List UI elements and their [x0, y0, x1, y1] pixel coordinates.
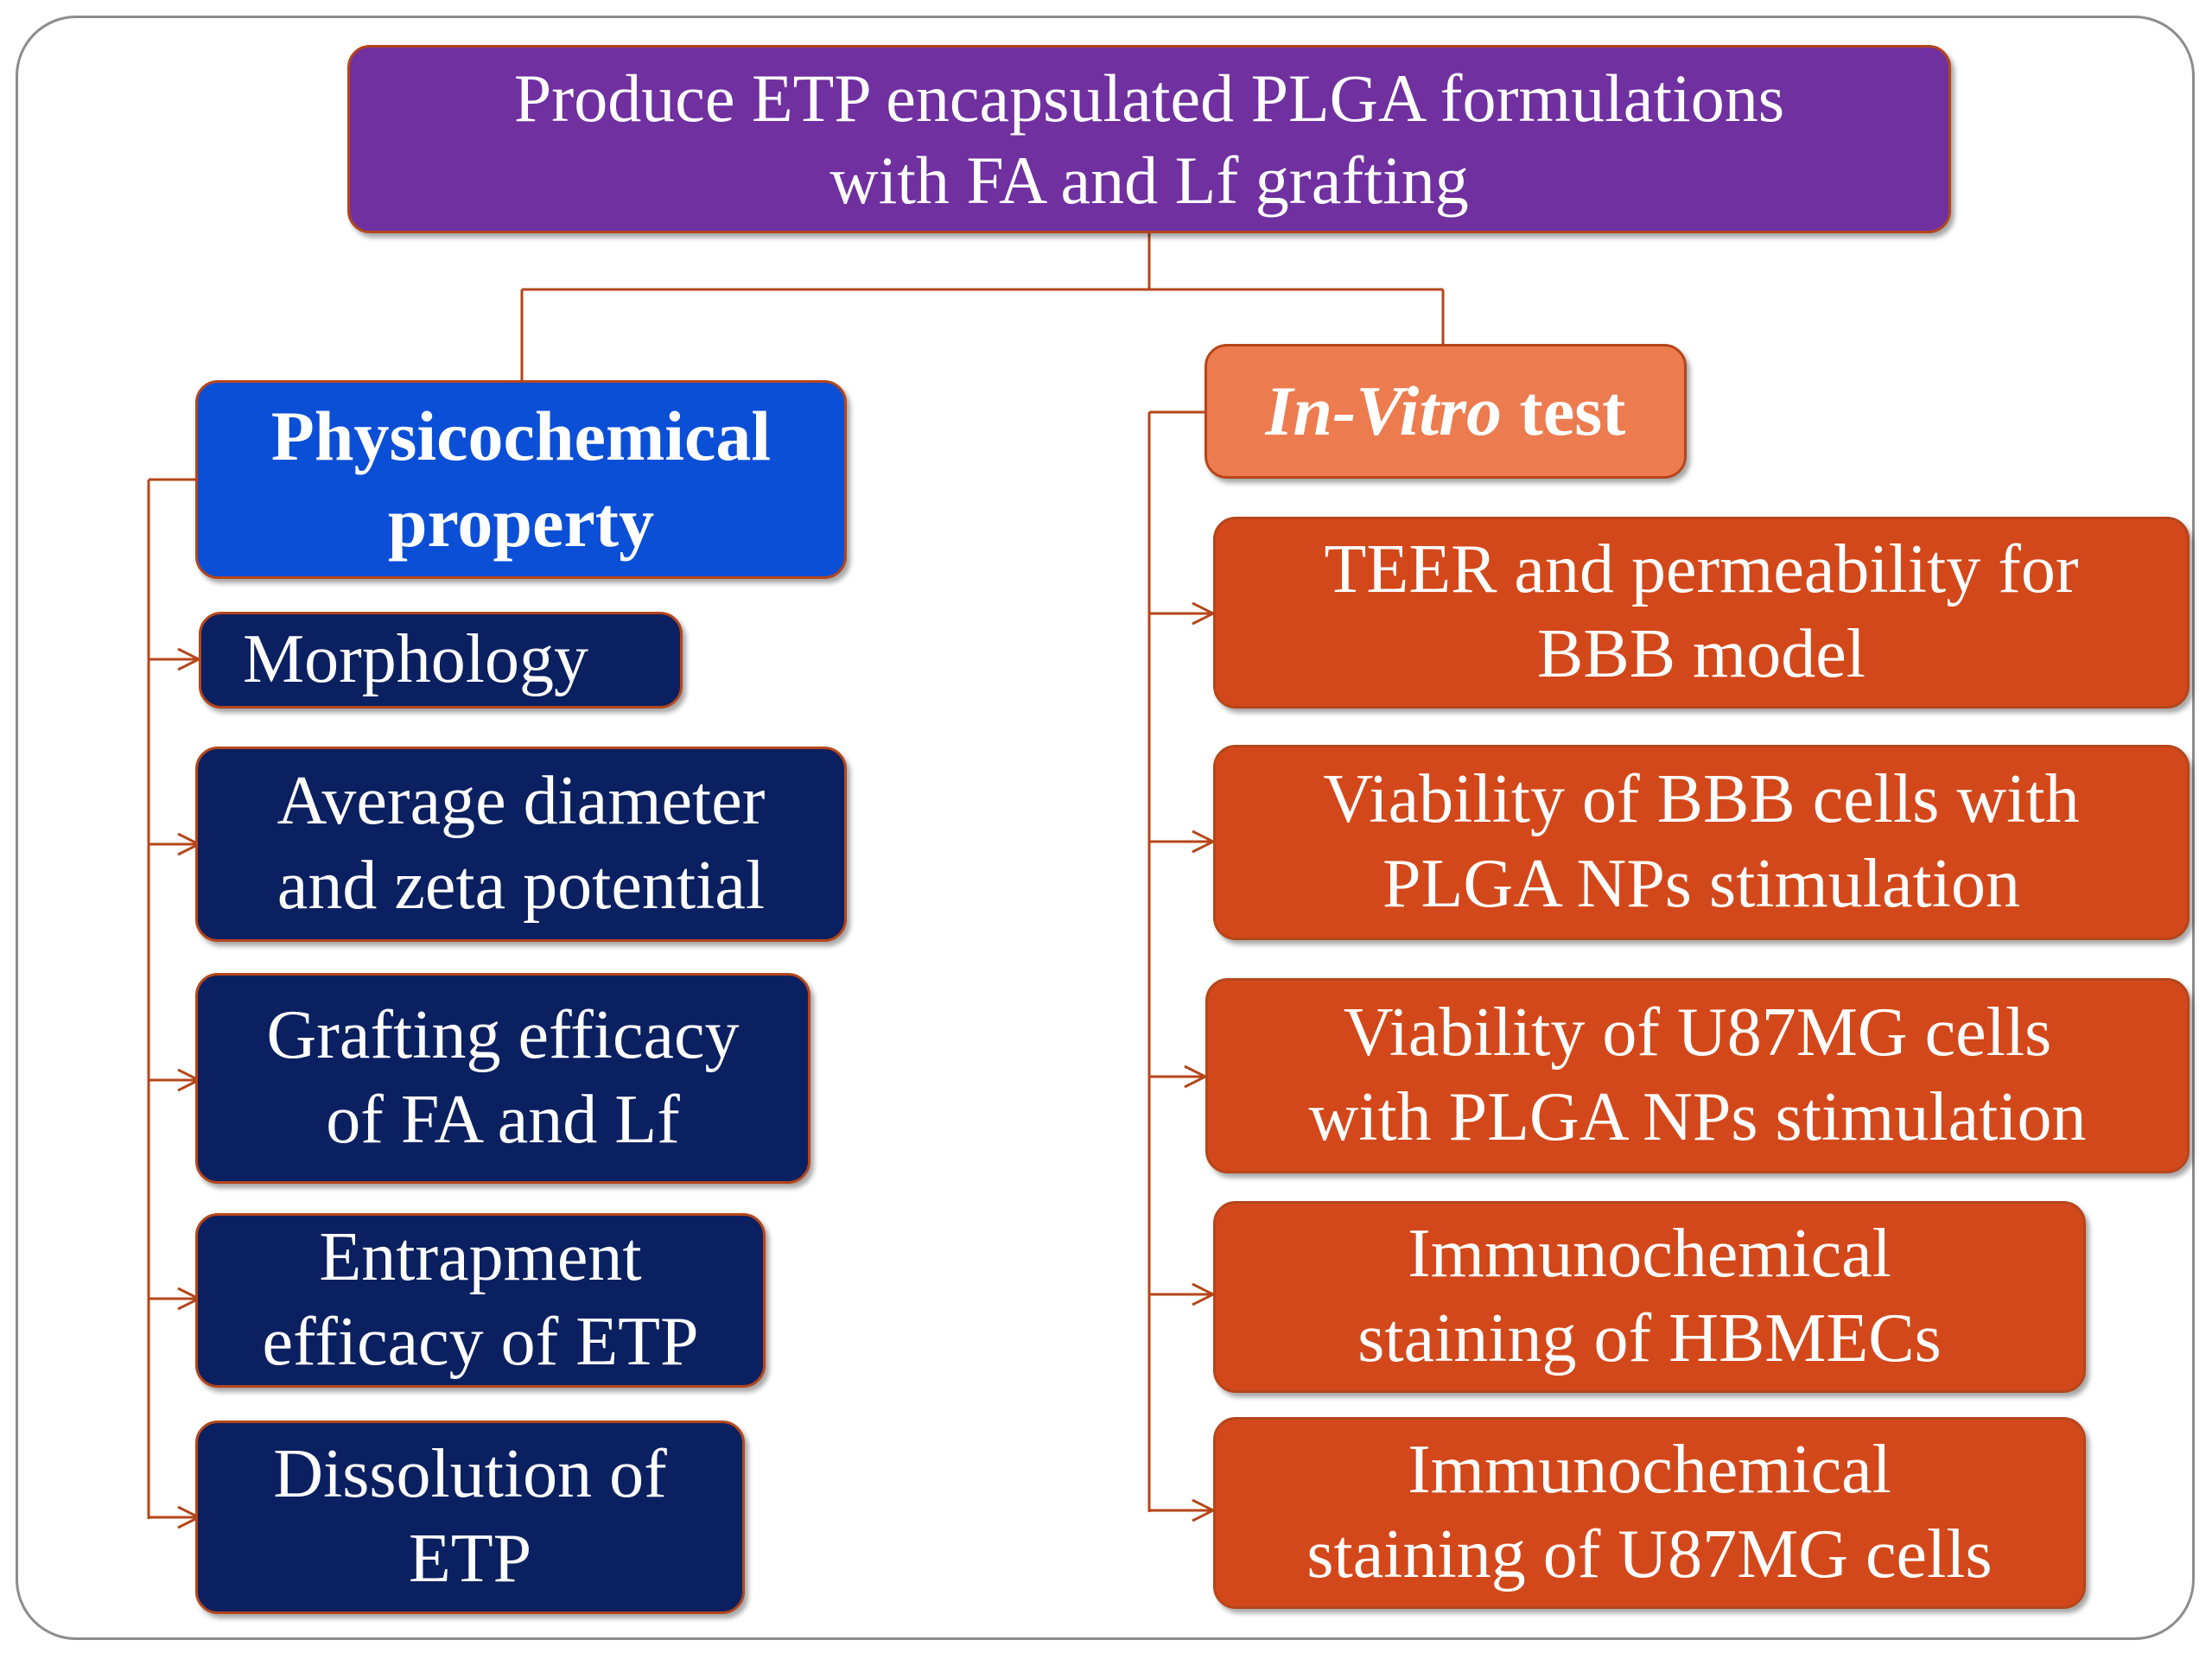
- right-item-line-2: PLGA NPs stimulation: [1382, 846, 2020, 922]
- right-item-line-2: BBB model: [1536, 616, 1866, 692]
- root-node: Produce ETP encapsulated PLGA formulatio…: [347, 45, 1951, 233]
- left-item-line-1: Average diameter: [276, 763, 766, 840]
- root-line-1: Produce ETP encapsulated PLGA formulatio…: [513, 60, 1785, 136]
- right-item-line-2: staining of HBMECs: [1357, 1300, 1942, 1376]
- left-item-line-1: Dissolution of: [273, 1436, 667, 1513]
- invitro-header: In-Vitro test: [1205, 344, 1687, 479]
- left-item-dissolution: Dissolution of ETP: [195, 1421, 745, 1614]
- right-item-hbmec-staining: Immunochemical staining of HBMECs: [1213, 1201, 2086, 1393]
- right-item-u87mg-staining: Immunochemical staining of U87MG cells: [1213, 1417, 2086, 1609]
- right-item-line-1: Immunochemical: [1408, 1216, 1891, 1293]
- invitro-italic: In-Vitro: [1265, 371, 1503, 450]
- physicochemical-header: Physicochemical property: [195, 380, 847, 579]
- left-item-line-2: efficacy of ETP: [262, 1304, 699, 1380]
- left-item-line-1: Grafting efficacy: [266, 997, 740, 1074]
- right-item-u87mg-viability: Viability of U87MG cells with PLGA NPs s…: [1205, 978, 2190, 1173]
- physicochemical-line-2: property: [387, 483, 655, 562]
- left-item-morphology: Morphology: [199, 612, 683, 709]
- left-item-entrapment-efficacy: Entrapment efficacy of ETP: [195, 1213, 766, 1388]
- left-item-diameter-zeta: Average diameter and zeta potential: [195, 747, 847, 942]
- left-item-line-2: ETP: [408, 1521, 532, 1597]
- left-item-line-2: and zeta potential: [276, 848, 766, 924]
- right-item-teer: TEER and permeability for BBB model: [1213, 517, 2190, 709]
- right-item-line-2: staining of U87MG cells: [1306, 1516, 1993, 1592]
- root-line-2: with FA and Lf grafting: [830, 143, 1469, 218]
- left-item-label: Morphology: [243, 621, 588, 698]
- right-item-bbb-viability: Viability of BBB cells with PLGA NPs sti…: [1213, 745, 2190, 940]
- right-item-line-1: Immunochemical: [1408, 1432, 1891, 1509]
- left-item-grafting-efficacy: Grafting efficacy of FA and Lf: [195, 973, 810, 1184]
- right-item-line-2: with PLGA NPs stimulation: [1308, 1079, 2087, 1155]
- left-item-line-2: of FA and Lf: [326, 1082, 680, 1158]
- right-item-line-1: Viability of BBB cells with: [1323, 761, 2080, 838]
- physicochemical-line-1: Physicochemical: [270, 396, 772, 475]
- right-item-line-1: Viability of U87MG cells: [1343, 995, 2052, 1071]
- left-item-line-1: Entrapment: [319, 1219, 642, 1296]
- invitro-rest: test: [1502, 371, 1626, 450]
- right-item-line-1: TEER and permeability for: [1324, 531, 2079, 608]
